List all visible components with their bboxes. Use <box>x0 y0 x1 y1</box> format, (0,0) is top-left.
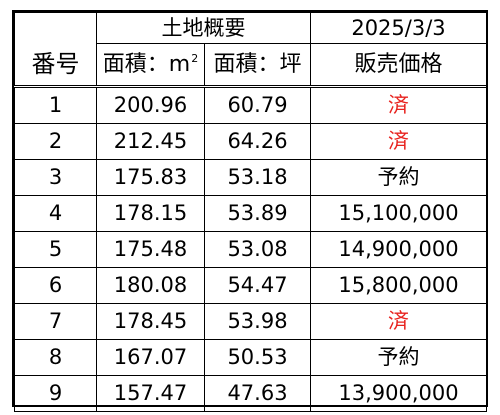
cell-area-m2: 180.08 <box>96 267 205 304</box>
header-price: 販売価格 <box>310 43 487 88</box>
land-overview-table: 土地概要 2025/3/3 番号 面積：m2 面積：坪 販売価格 1 200.96… <box>14 12 487 412</box>
table-row: 3 175.83 53.18 予約 <box>14 159 487 196</box>
cell-price: 済 <box>310 86 487 124</box>
cell-area-tsubo: 53.08 <box>204 231 311 268</box>
table-row: 8 167.07 50.53 予約 <box>14 339 487 376</box>
cell-number: 1 <box>14 86 97 124</box>
cell-area-tsubo: 50.53 <box>204 339 311 376</box>
header-area-m2-label: 面積：m <box>102 52 191 77</box>
cell-area-tsubo: 54.47 <box>204 267 311 304</box>
table-row: 9 157.47 47.63 13,900,000 <box>14 375 487 412</box>
cell-area-m2: 178.15 <box>96 195 205 232</box>
cell-price: 済 <box>310 303 487 340</box>
cell-price: 13,900,000 <box>310 375 487 412</box>
header-date: 2025/3/3 <box>310 12 487 44</box>
cell-number: 8 <box>14 339 97 376</box>
table-row: 1 200.96 60.79 済 <box>14 86 487 124</box>
cell-area-tsubo: 53.98 <box>204 303 311 340</box>
cell-area-m2: 178.45 <box>96 303 205 340</box>
cell-number: 5 <box>14 231 97 268</box>
cell-price: 済 <box>310 123 487 160</box>
cell-number: 4 <box>14 195 97 232</box>
cell-price: 15,800,000 <box>310 267 487 304</box>
header-row-top: 土地概要 2025/3/3 <box>14 12 487 44</box>
cell-area-m2: 212.45 <box>96 123 205 160</box>
header-group-label: 土地概要 <box>96 12 311 44</box>
cell-area-m2: 157.47 <box>96 375 205 412</box>
table-row: 7 178.45 53.98 済 <box>14 303 487 340</box>
cell-area-tsubo: 47.63 <box>204 375 311 412</box>
header-area-m2-superscript: 2 <box>191 52 199 65</box>
land-overview-sheet: 土地概要 2025/3/3 番号 面積：m2 面積：坪 販売価格 1 200.96… <box>12 10 488 412</box>
cell-area-tsubo: 60.79 <box>204 86 311 124</box>
cell-area-tsubo: 53.18 <box>204 159 311 196</box>
cell-area-tsubo: 53.89 <box>204 195 311 232</box>
cell-number: 7 <box>14 303 97 340</box>
cell-area-m2: 175.48 <box>96 231 205 268</box>
header-area-m2: 面積：m2 <box>96 43 205 88</box>
cell-number: 6 <box>14 267 97 304</box>
header-number: 番号 <box>14 43 97 88</box>
cell-number: 2 <box>14 123 97 160</box>
header-row-columns: 番号 面積：m2 面積：坪 販売価格 <box>14 43 487 88</box>
cell-number: 3 <box>14 159 97 196</box>
cell-price: 15,100,000 <box>310 195 487 232</box>
cell-price: 予約 <box>310 159 487 196</box>
table-row: 4 178.15 53.89 15,100,000 <box>14 195 487 232</box>
header-blank-cell <box>14 12 97 44</box>
cell-area-m2: 167.07 <box>96 339 205 376</box>
cell-price: 14,900,000 <box>310 231 487 268</box>
header-area-tsubo: 面積：坪 <box>204 43 311 88</box>
table-row: 6 180.08 54.47 15,800,000 <box>14 267 487 304</box>
cell-area-m2: 200.96 <box>96 86 205 124</box>
cell-number: 9 <box>14 375 97 412</box>
table-row: 2 212.45 64.26 済 <box>14 123 487 160</box>
table-row: 5 175.48 53.08 14,900,000 <box>14 231 487 268</box>
cell-area-tsubo: 64.26 <box>204 123 311 160</box>
cell-price: 予約 <box>310 339 487 376</box>
cell-area-m2: 175.83 <box>96 159 205 196</box>
